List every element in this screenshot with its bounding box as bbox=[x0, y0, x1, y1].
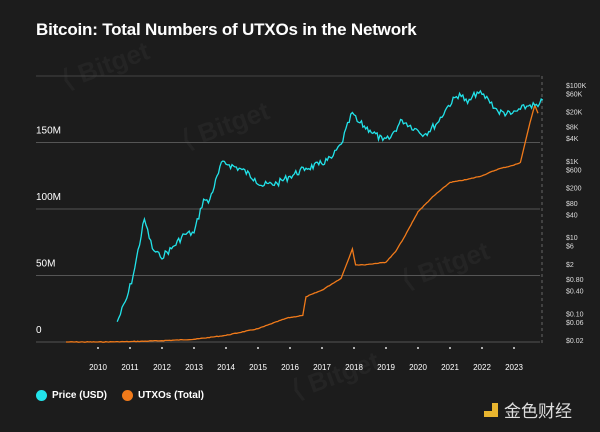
legend-item-utxo: UTXOs (Total) bbox=[122, 390, 204, 401]
x-tick-mark bbox=[417, 347, 419, 349]
right-tick-label: $0.80 bbox=[566, 277, 584, 284]
right-tick-label: $60K bbox=[566, 91, 583, 98]
x-tick-label: 2018 bbox=[345, 363, 363, 372]
x-tick-mark bbox=[161, 347, 163, 349]
x-tick-label: 2019 bbox=[377, 363, 395, 372]
right-tick-label: $2 bbox=[566, 262, 574, 269]
x-tick-mark bbox=[225, 347, 227, 349]
x-tick-label: 2023 bbox=[505, 363, 523, 372]
right-tick-label: $20K bbox=[566, 110, 583, 117]
left-tick-label: 50M bbox=[36, 259, 55, 270]
x-tick-label: 2022 bbox=[473, 363, 491, 372]
logo-text: 金色财经 bbox=[504, 402, 572, 421]
x-tick-mark bbox=[289, 347, 291, 349]
right-tick-label: $0.10 bbox=[566, 311, 584, 318]
right-tick-label: $80 bbox=[566, 201, 578, 208]
right-tick-label: $200 bbox=[566, 186, 582, 193]
x-tick-mark bbox=[129, 347, 131, 349]
legend-swatch-price bbox=[36, 390, 47, 401]
legend-item-price: Price (USD) bbox=[36, 390, 107, 401]
x-tick-label: 2021 bbox=[441, 363, 459, 372]
x-tick-label: 2020 bbox=[409, 363, 427, 372]
jinse-logo: 金色财经 bbox=[484, 397, 572, 422]
utxo-series-line bbox=[66, 103, 539, 343]
x-tick-mark bbox=[513, 347, 515, 349]
legend-label-utxo: UTXOs (Total) bbox=[138, 390, 204, 401]
right-tick-label: $40 bbox=[566, 212, 578, 219]
price-series-line bbox=[116, 89, 544, 323]
right-tick-label: $0.40 bbox=[566, 288, 584, 295]
x-tick-mark bbox=[481, 347, 483, 349]
right-tick-label: $600 bbox=[566, 168, 582, 175]
right-tick-label: $0.02 bbox=[566, 338, 584, 345]
x-tick-label: 2016 bbox=[281, 363, 299, 372]
x-tick-mark bbox=[321, 347, 323, 349]
right-tick-label: $10 bbox=[566, 235, 578, 242]
left-tick-label: 0 bbox=[36, 325, 42, 336]
chart-title: Bitcoin: Total Numbers of UTXOs in the N… bbox=[36, 20, 417, 39]
x-tick-label: 2017 bbox=[313, 363, 331, 372]
x-tick-mark bbox=[257, 347, 259, 349]
x-tick-label: 2014 bbox=[217, 363, 235, 372]
right-tick-label: $4K bbox=[566, 136, 579, 143]
right-tick-label: $0.06 bbox=[566, 320, 584, 327]
x-tick-label: 2012 bbox=[153, 363, 171, 372]
right-tick-label: $6 bbox=[566, 244, 574, 251]
x-tick-label: 2011 bbox=[121, 363, 139, 372]
left-tick-label: 100M bbox=[36, 192, 61, 203]
x-tick-mark bbox=[385, 347, 387, 349]
left-tick-label: 150M bbox=[36, 126, 61, 137]
right-tick-label: $8K bbox=[566, 125, 579, 132]
legend-label-price: Price (USD) bbox=[52, 390, 108, 401]
x-tick-mark bbox=[353, 347, 355, 349]
x-tick-mark bbox=[193, 347, 195, 349]
x-tick-label: 2015 bbox=[249, 363, 267, 372]
x-tick-label: 2010 bbox=[89, 363, 107, 372]
legend-swatch-utxo bbox=[122, 390, 133, 401]
x-tick-label: 2013 bbox=[185, 363, 203, 372]
x-tick-mark bbox=[449, 347, 451, 349]
right-tick-label: $100K bbox=[566, 83, 587, 90]
right-tick-label: $1K bbox=[566, 159, 579, 166]
x-tick-mark bbox=[97, 347, 99, 349]
logo-mark-icon bbox=[484, 402, 498, 417]
